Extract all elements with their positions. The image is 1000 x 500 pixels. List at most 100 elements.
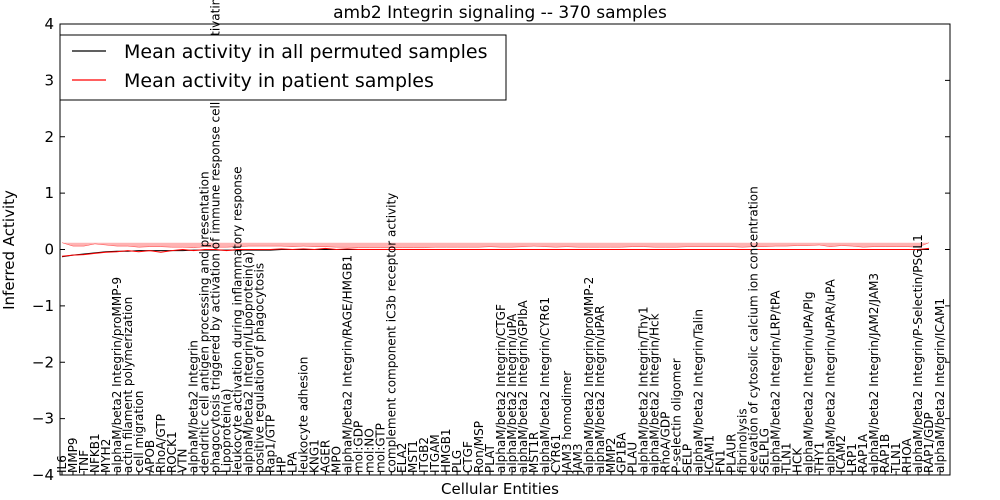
y-tick-label: −2: [32, 353, 54, 371]
entity-label: alphaM/beta2 Integrin/Hck: [648, 313, 662, 473]
legend-label-permuted: Mean activity in all permuted samples: [124, 41, 487, 63]
y-tick-label: 0: [44, 241, 54, 259]
entity-label: THY1: [812, 442, 826, 474]
entity-label: ROCK1: [165, 431, 179, 473]
entity-label: ELA2: [395, 443, 409, 473]
entity-label: alphaM/beta2 Integrin/uPA: [505, 313, 519, 473]
entity-label: alphaM/beta2 Integrin/proMMP-9: [110, 277, 124, 473]
entity-label: Ron/MSP: [472, 421, 486, 473]
entity-label: JAM3 homodimer: [560, 371, 574, 474]
entity-label: alphaM/beta2 Integrin/JAM2/JAM3: [867, 273, 881, 473]
activity-band: [61, 242, 930, 249]
entity-label: Rap1/GTP: [264, 415, 278, 473]
entity-label: ICAM2: [834, 435, 848, 473]
entity-label: mol:GDP: [351, 421, 365, 473]
entity-label: NFKB1: [88, 433, 102, 473]
entity-label: HP: [275, 457, 289, 473]
y-tick-label: −1: [32, 297, 54, 315]
legend: Mean activity in all permuted samples Me…: [59, 34, 507, 101]
y-tick-label: 3: [44, 71, 54, 89]
entity-label: RhoA/GDP: [659, 412, 673, 473]
entity-label: KNG1: [307, 439, 321, 473]
entity-label: alphaM/beta2 Integrin/uPAR: [593, 305, 607, 473]
entity-label: FN1: [714, 449, 728, 473]
entity-label: alphaM/beta2 Integrin/ICAM1: [933, 298, 947, 473]
entity-label: alphaM/beta2 Integrin/CTGF: [494, 304, 508, 473]
entity-label: RHOA: [900, 437, 914, 473]
entity-label: HCK: [790, 447, 804, 473]
entity-label: alphaM/beta2 Integrin/LRP/tPA: [768, 290, 782, 473]
entity-label: MST1: [406, 440, 420, 473]
entity-label: MMP2: [604, 437, 618, 473]
entity-label: SELPLG: [757, 428, 771, 473]
entity-label: CYR61: [549, 434, 563, 473]
entity-label: P-selectin oligomer: [670, 358, 684, 473]
entity-label: TNF: [77, 450, 91, 474]
entity-label: MMP9: [66, 437, 80, 473]
legend-label-patient: Mean activity in patient samples: [124, 70, 434, 92]
confidence-band: [61, 242, 930, 249]
entity-label: ITGAM: [428, 434, 442, 473]
entity-label: PLAU: [626, 442, 640, 473]
entity-label: LPA: [286, 451, 300, 473]
entity-label: alphaM/beta2 Integrin/Talin: [692, 309, 706, 473]
entity-label: positive regulation of phagocytosis: [253, 263, 267, 473]
entity-label: alphaM/beta2 Integrin/RAGE/HMGB1: [340, 255, 354, 473]
entity-label: PLG: [450, 450, 464, 473]
entity-label: CTGF: [461, 441, 475, 473]
entity-label: IL6: [55, 455, 69, 473]
entity-label: alphaM/beta2 Integrin/GPIbA: [516, 299, 530, 473]
entity-label: RAP1/GDP: [922, 412, 936, 473]
entity-label: HMGB1: [439, 428, 453, 473]
entity-label: TLN1: [779, 442, 793, 474]
entity-label: RhoA/GTP: [154, 414, 168, 473]
entity-label: fibrinolysis: [736, 408, 750, 473]
entity-label: alphaM/beta2 Integrin/P-Selectin/PSGL1: [911, 234, 925, 473]
entity-label: elevation of cytosolic calcium ion conce…: [746, 186, 760, 473]
series-lines: [61, 247, 930, 258]
y-tick-label: −4: [32, 466, 54, 484]
entity-label: alphaM/beta2 Integrin/uPAR/uPA: [823, 278, 837, 473]
y-tick-label: 2: [44, 128, 54, 146]
entity-label: complement component iC3b receptor activ…: [384, 193, 398, 473]
entity-label: alphaM/beta2 Integrin/Lipoprotein(a): [242, 252, 256, 473]
entity-label: phagocytosis triggered by activation of …: [209, 0, 223, 473]
y-tick-label: −3: [32, 410, 54, 428]
entity-label: leukocyte activation during inflammatory…: [231, 166, 245, 473]
y-axis: 4 3 2 1 0 −1 −2 −3 −4: [32, 15, 950, 484]
y-axis-title: Inferred Activity: [0, 190, 18, 310]
entity-label: APOB: [143, 440, 157, 473]
entity-label: SELP: [681, 444, 695, 473]
series-line-patient: [61, 247, 930, 257]
entity-label: JAM3: [571, 443, 585, 474]
entity-label: LRP1: [845, 443, 859, 473]
y-tick-label: 4: [44, 15, 54, 33]
entity-label: alphaM/beta2 Integrin/uPA/Plg: [801, 292, 815, 473]
entity-label: MPO: [329, 446, 343, 473]
x-axis-title: Cellular Entities: [441, 480, 559, 498]
entity-label: TLN1: [889, 442, 903, 474]
entity-label: alphaM/beta2 Integrin/CYR61: [538, 297, 552, 473]
entity-label: actin filament polymerization: [121, 297, 135, 473]
entity-label: VTN: [176, 448, 190, 473]
entity-label: mol:NO: [362, 428, 376, 473]
entity-label: ICAM1: [703, 435, 717, 473]
chart-title: amb2 Integrin signaling -- 370 samples: [333, 3, 667, 23]
entity-label: dendritic cell antigen processing and pr…: [198, 171, 212, 473]
entity-label: alphaM/beta2 Integrin/Thy1: [637, 306, 651, 473]
entity-label: cell migration: [132, 391, 146, 473]
entity-label: Lipoprotein(a): [220, 389, 234, 473]
entity-label: RAP1B: [878, 434, 892, 473]
entity-label: leukocyte adhesion: [296, 357, 310, 473]
legend-box: [59, 34, 507, 101]
entity-label: alphaM/beta2 Integrin/proMMP-2: [582, 277, 596, 473]
entity-label: GP1BA: [615, 432, 629, 473]
entity-label: mol:GTP: [373, 423, 387, 473]
entity-label: AGER: [318, 440, 332, 473]
entity-label: MST1R: [527, 432, 541, 473]
entity-label: MYH2: [99, 439, 113, 473]
entity-label: ITGB2: [417, 437, 431, 473]
y-tick-label: 1: [44, 184, 54, 202]
